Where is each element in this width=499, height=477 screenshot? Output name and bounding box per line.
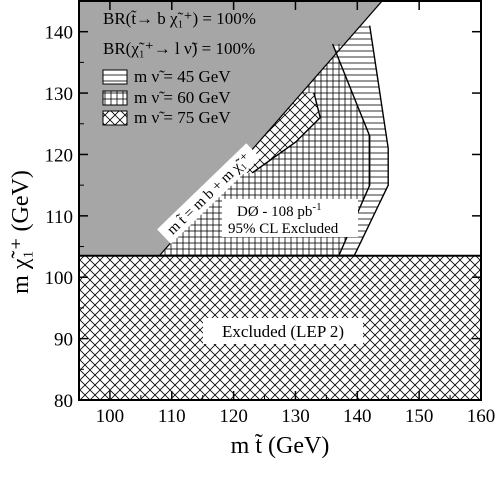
x-tick-label: 110 bbox=[158, 406, 186, 427]
svg-text:DØ - 108 pb-1: DØ - 108 pb-1 bbox=[237, 201, 322, 220]
x-tick-label: 140 bbox=[343, 406, 372, 427]
experiment-label-line2: 95% CL Excluded bbox=[228, 221, 339, 237]
legend: BR(t̃→ b χ̃₁⁺) = 100% BR(χ̃₁⁺→ l ν̃) = 1… bbox=[102, 9, 256, 127]
header-line-2: BR(χ̃₁⁺→ l ν̃) = 100% bbox=[103, 39, 255, 58]
lep-label: Excluded (LEP 2) bbox=[203, 318, 363, 344]
x-tick-label: 160 bbox=[467, 406, 496, 427]
legend-label-45: m ν̃ = 45 GeV bbox=[134, 67, 231, 86]
experiment-label: DØ - 108 pb-1 95% CL Excluded bbox=[222, 199, 358, 237]
y-tick-label: 140 bbox=[45, 23, 74, 44]
x-tick-label: 130 bbox=[281, 406, 310, 427]
y-axis-title: m χ̃₁⁺ (GeV) bbox=[8, 170, 34, 294]
x-tick-label: 150 bbox=[405, 406, 434, 427]
legend-swatch-60 bbox=[102, 90, 128, 106]
legend-swatch-75 bbox=[102, 110, 128, 126]
legend-label-75: m ν̃ = 75 GeV bbox=[134, 108, 231, 127]
x-axis-title: m t̃ (GeV) bbox=[231, 433, 330, 459]
y-tick-label: 90 bbox=[54, 330, 73, 351]
experiment-label-line1: DØ - 108 pb bbox=[237, 204, 312, 220]
y-tick-label: 120 bbox=[45, 145, 74, 166]
y-tick-label: 80 bbox=[54, 391, 73, 412]
header-line-1: BR(t̃→ b χ̃₁⁺) = 100% bbox=[103, 9, 256, 28]
y-tick-label: 100 bbox=[45, 268, 74, 289]
plot-frame bbox=[78, 0, 482, 401]
experiment-label-superscript: -1 bbox=[312, 201, 321, 213]
y-tick-label: 130 bbox=[45, 84, 74, 105]
exclusion-contour-2 bbox=[331, 43, 371, 256]
x-tick-label: 100 bbox=[96, 406, 125, 427]
exclusion-contour-3 bbox=[251, 92, 321, 174]
legend-label-60: m ν̃ = 60 GeV bbox=[134, 88, 231, 107]
legend-swatch-45 bbox=[102, 69, 128, 85]
exclusion-contour-1 bbox=[353, 25, 389, 257]
x-tick-label: 120 bbox=[219, 406, 248, 427]
kinematic-forbidden-region bbox=[79, 1, 382, 256]
svg-text:Excluded (LEP 2): Excluded (LEP 2) bbox=[222, 322, 344, 341]
y-tick-label: 110 bbox=[45, 207, 73, 228]
